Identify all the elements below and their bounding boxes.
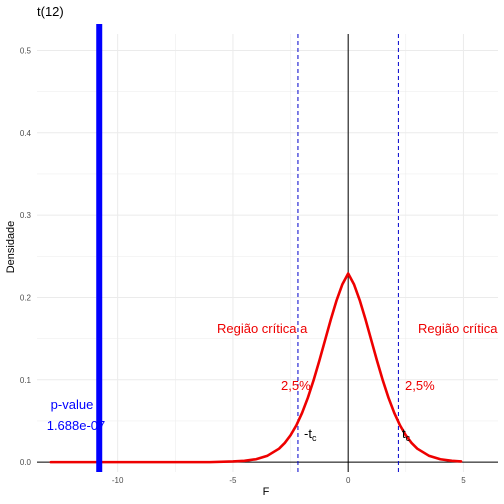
x-tick-label: 0	[346, 476, 351, 485]
y-tick-label: 0.2	[20, 293, 32, 302]
x-tick-label: 5	[461, 476, 466, 485]
grid	[37, 34, 498, 472]
left-region-label: Região crítica a	[217, 321, 308, 336]
y-tick-label: 0.4	[20, 129, 32, 138]
tc-prefix: t	[402, 426, 406, 441]
reference-lines	[37, 34, 498, 472]
x-tick-label: -5	[229, 476, 237, 485]
neg-tc-subscript: c	[312, 433, 317, 443]
y-tick-label: 0.5	[20, 46, 32, 55]
x-tick-label: -10	[112, 476, 124, 485]
annotations: t(12) F Densidade Região crítica a Regiã…	[5, 4, 498, 498]
right-region-label: Região crítica	[418, 321, 498, 336]
neg-tc-label: -tc	[304, 426, 317, 443]
tick-labels: -10 -5 0 5 0.0 0.1 0.2 0.3 0.4 0.5	[20, 46, 466, 485]
density-curve	[49, 272, 463, 464]
y-tick-label: 0.0	[20, 458, 32, 467]
y-tick-label: 0.3	[20, 211, 32, 220]
x-axis-title: F	[263, 486, 270, 498]
y-axis-title: Densidade	[5, 221, 17, 274]
right-percent-label: 2,5%	[405, 378, 435, 393]
chart-title: t(12)	[37, 4, 64, 19]
left-percent-label: 2,5%	[281, 378, 311, 393]
pvalue-label: p-value	[51, 397, 94, 412]
y-tick-label: 0.1	[20, 376, 32, 385]
pvalue-value: 1.688e-07	[47, 418, 106, 433]
tc-label: tc	[402, 426, 411, 443]
density-series-line	[49, 272, 463, 464]
neg-tc-prefix: -t	[304, 426, 312, 441]
tc-subscript: c	[406, 433, 411, 443]
